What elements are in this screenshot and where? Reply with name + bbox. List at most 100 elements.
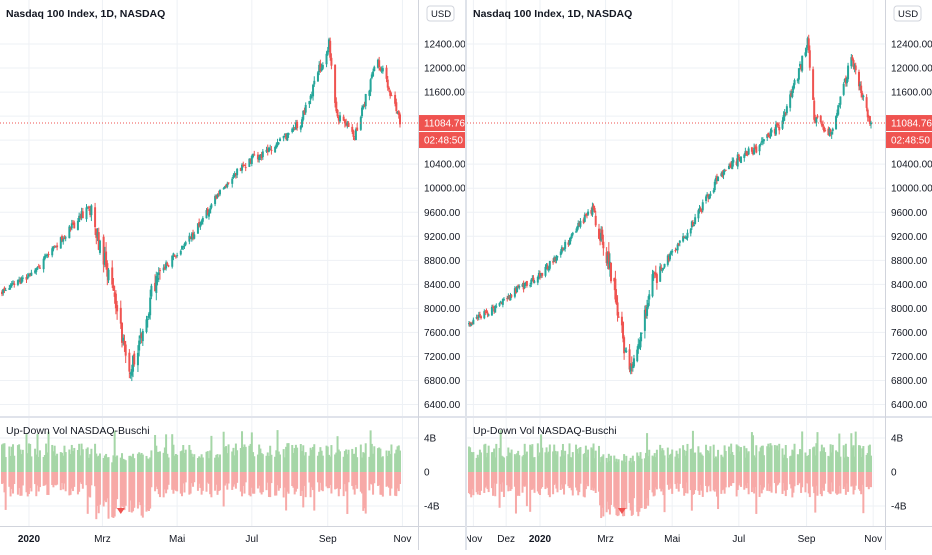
candle[interactable] xyxy=(760,137,763,145)
candle[interactable] xyxy=(522,280,525,293)
candle[interactable] xyxy=(793,78,796,89)
candle[interactable] xyxy=(605,247,608,266)
candle[interactable] xyxy=(640,332,643,342)
candle[interactable] xyxy=(577,220,580,230)
candle[interactable] xyxy=(102,234,105,273)
candle[interactable] xyxy=(206,207,209,216)
candle[interactable] xyxy=(196,223,199,235)
candle[interactable] xyxy=(584,213,587,217)
candle[interactable] xyxy=(717,175,720,182)
candle[interactable] xyxy=(321,62,324,70)
candle[interactable] xyxy=(699,206,702,212)
candle[interactable] xyxy=(838,103,841,108)
candle[interactable] xyxy=(395,98,398,114)
candle[interactable] xyxy=(389,89,392,99)
candle[interactable] xyxy=(576,225,579,233)
candle[interactable] xyxy=(390,92,393,97)
candle[interactable] xyxy=(708,194,711,200)
candle[interactable] xyxy=(610,262,613,284)
candle[interactable] xyxy=(823,125,826,133)
candle[interactable] xyxy=(150,283,153,300)
candle[interactable] xyxy=(666,254,669,267)
candle[interactable] xyxy=(283,133,286,137)
candle[interactable] xyxy=(844,75,847,87)
candle[interactable] xyxy=(46,253,49,259)
candle[interactable] xyxy=(182,245,185,251)
candle[interactable] xyxy=(632,354,635,369)
candle[interactable] xyxy=(857,69,860,91)
candle[interactable] xyxy=(356,123,359,132)
candle[interactable] xyxy=(381,65,384,74)
candle[interactable] xyxy=(768,134,771,139)
candle[interactable] xyxy=(607,242,610,270)
candle[interactable] xyxy=(258,154,261,163)
candle[interactable] xyxy=(483,309,486,320)
candle[interactable] xyxy=(778,124,781,135)
candle[interactable] xyxy=(53,245,56,248)
candle[interactable] xyxy=(753,143,756,155)
candle[interactable] xyxy=(249,158,252,165)
candle[interactable] xyxy=(226,181,229,189)
candle[interactable] xyxy=(755,143,758,154)
candle[interactable] xyxy=(312,83,315,101)
candle[interactable] xyxy=(171,255,174,269)
candle[interactable] xyxy=(469,321,472,328)
candle[interactable] xyxy=(587,209,590,217)
candle[interactable] xyxy=(820,121,823,128)
candle[interactable] xyxy=(750,146,753,154)
candle[interactable] xyxy=(660,264,663,272)
candles[interactable] xyxy=(468,34,872,375)
candle[interactable] xyxy=(723,168,726,175)
candle[interactable] xyxy=(736,152,739,170)
candle[interactable] xyxy=(678,240,681,247)
candle[interactable] xyxy=(154,274,157,292)
candle[interactable] xyxy=(498,302,501,307)
candle[interactable] xyxy=(188,232,191,245)
candle[interactable] xyxy=(707,193,710,203)
candle[interactable] xyxy=(183,242,186,250)
candle[interactable] xyxy=(743,153,746,162)
candle[interactable] xyxy=(27,272,30,278)
candle[interactable] xyxy=(637,338,640,354)
candle[interactable] xyxy=(285,133,288,141)
candle[interactable] xyxy=(200,219,203,226)
candle[interactable] xyxy=(868,115,871,126)
candle[interactable] xyxy=(507,293,510,300)
candle[interactable] xyxy=(506,295,509,302)
candle[interactable] xyxy=(94,202,97,236)
candle[interactable] xyxy=(354,127,357,141)
candle[interactable] xyxy=(796,78,799,84)
candle[interactable] xyxy=(851,54,854,61)
candle[interactable] xyxy=(231,176,234,188)
candle[interactable] xyxy=(770,127,773,137)
candle[interactable] xyxy=(380,66,383,74)
candle[interactable] xyxy=(593,205,596,213)
candle[interactable] xyxy=(727,163,730,170)
candle[interactable] xyxy=(801,55,804,73)
candle[interactable] xyxy=(510,294,513,299)
chart-pane-right[interactable]: 12400.0012000.0011600.0010800.0010400.00… xyxy=(464,0,932,550)
candle[interactable] xyxy=(308,100,311,109)
candle[interactable] xyxy=(116,300,119,320)
candle[interactable] xyxy=(241,163,244,174)
candle[interactable] xyxy=(860,81,863,98)
candle[interactable] xyxy=(766,133,769,141)
candle[interactable] xyxy=(335,97,338,114)
candle[interactable] xyxy=(353,136,356,141)
candle[interactable] xyxy=(8,284,11,290)
candle[interactable] xyxy=(805,45,808,57)
candle[interactable] xyxy=(9,283,12,290)
candle[interactable] xyxy=(146,315,149,328)
candle[interactable] xyxy=(853,63,856,73)
candle[interactable] xyxy=(330,53,333,70)
candle[interactable] xyxy=(661,268,664,273)
candle[interactable] xyxy=(744,147,747,157)
candle[interactable] xyxy=(530,278,533,287)
candle[interactable] xyxy=(509,292,512,301)
candle[interactable] xyxy=(866,107,869,122)
candle[interactable] xyxy=(38,264,41,270)
candle[interactable] xyxy=(870,120,872,129)
candle[interactable] xyxy=(792,83,795,93)
candle[interactable] xyxy=(26,273,29,280)
candle[interactable] xyxy=(662,267,665,271)
